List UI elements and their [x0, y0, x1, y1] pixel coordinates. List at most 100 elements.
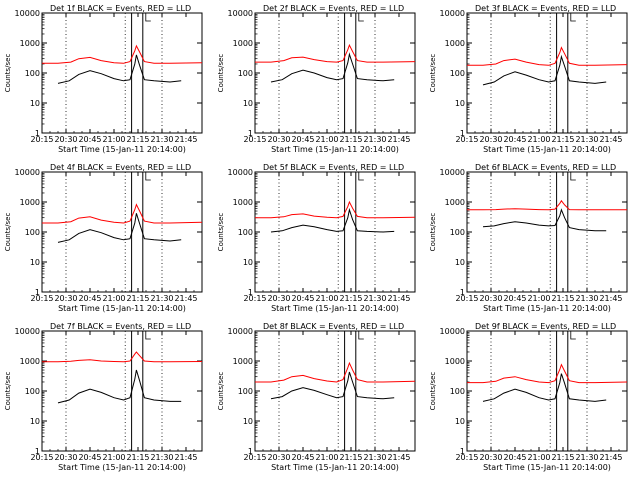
x-tick-label: 21:30 [575, 294, 598, 303]
y-tick-label: 10 [30, 258, 40, 267]
x-tick-label: 21:30 [150, 135, 173, 144]
chart-title: Det 9f BLACK = Events, RED = LLD [475, 322, 616, 331]
y-tick-label: 100 [238, 69, 253, 78]
x-tick-label: 20:30 [54, 135, 77, 144]
chart-title: Det 7f BLACK = Events, RED = LLD [50, 322, 191, 331]
y-tick-label: 10000 [15, 327, 40, 336]
x-tick-label: 21:30 [363, 135, 386, 144]
marker-bracket [570, 331, 576, 340]
marker-bracket [358, 13, 364, 22]
x-tick-label: 20:45 [78, 453, 101, 462]
x-axis-label: Start Time (15-Jan-11 20:14:00) [271, 304, 399, 313]
y-tick-label: 10 [455, 417, 465, 426]
x-tick-label: 20:45 [78, 294, 101, 303]
y-tick-label: 10000 [228, 168, 253, 177]
marker-bracket [358, 331, 364, 340]
x-tick-label: 21:15 [339, 453, 362, 462]
x-tick-label: 20:15 [455, 294, 478, 303]
y-tick-label: 10 [243, 258, 253, 267]
x-tick-label: 21:00 [315, 453, 338, 462]
x-tick-label: 20:15 [455, 135, 478, 144]
x-tick-label: 20:30 [267, 135, 290, 144]
chart-title: Det 5f BLACK = Events, RED = LLD [263, 163, 404, 172]
chart-title: Det 6f BLACK = Events, RED = LLD [475, 163, 616, 172]
x-tick-label: 21:30 [575, 135, 598, 144]
y-axis-label: Counts/sec [4, 54, 12, 93]
y-tick-label: 10 [243, 417, 253, 426]
y-tick-label: 10000 [15, 9, 40, 18]
x-tick-label: 21:45 [599, 294, 622, 303]
y-axis-label: Counts/sec [217, 213, 225, 252]
y-axis-label: Counts/sec [4, 372, 12, 411]
x-tick-label: 21:00 [527, 453, 550, 462]
x-tick-label: 20:45 [503, 135, 526, 144]
y-tick-label: 1000 [233, 357, 253, 366]
lld-rate-line [467, 46, 628, 66]
events-rate-line [57, 213, 182, 243]
x-tick-label: 21:15 [339, 294, 362, 303]
x-tick-label: 21:45 [599, 453, 622, 462]
x-tick-label: 20:15 [243, 135, 266, 144]
y-tick-label: 1 [35, 288, 40, 297]
x-tick-label: 20:45 [291, 453, 314, 462]
lld-rate-line [255, 43, 416, 63]
chart-title: Det 4f BLACK = Events, RED = LLD [50, 163, 191, 172]
lld-rate-line [42, 351, 203, 363]
x-tick-label: 21:00 [527, 135, 550, 144]
y-tick-label: 100 [25, 69, 40, 78]
x-axis-label: Start Time (15-Jan-11 20:14:00) [58, 145, 186, 154]
y-tick-label: 10000 [228, 327, 253, 336]
y-axis-label: Counts/sec [217, 54, 225, 93]
y-tick-label: 10000 [440, 168, 465, 177]
marker-bracket [145, 172, 151, 181]
y-tick-label: 100 [238, 387, 253, 396]
y-tick-label: 100 [238, 228, 253, 237]
lld-rate-line [42, 203, 203, 224]
x-tick-label: 20:15 [30, 135, 53, 144]
lld-rate-line [467, 363, 628, 384]
y-tick-label: 1 [460, 288, 465, 297]
lld-rate-line [467, 199, 627, 211]
y-tick-label: 1000 [445, 198, 465, 207]
y-tick-label: 100 [450, 387, 465, 396]
y-tick-label: 1 [248, 447, 253, 456]
y-tick-label: 1000 [445, 39, 465, 48]
x-tick-label: 20:30 [54, 453, 77, 462]
y-tick-label: 1000 [233, 39, 253, 48]
events-rate-line [482, 54, 607, 86]
y-tick-label: 1000 [20, 39, 40, 48]
y-tick-label: 1 [35, 129, 40, 138]
x-tick-label: 21:30 [150, 294, 173, 303]
x-tick-label: 21:45 [174, 453, 197, 462]
y-tick-label: 10 [455, 99, 465, 108]
y-tick-label: 10 [455, 258, 465, 267]
x-tick-label: 21:00 [315, 135, 338, 144]
y-tick-label: 1 [460, 129, 465, 138]
x-tick-label: 21:00 [527, 294, 550, 303]
y-tick-label: 10000 [440, 9, 465, 18]
x-tick-label: 21:30 [363, 453, 386, 462]
events-rate-line [482, 208, 607, 232]
y-tick-label: 1000 [20, 357, 40, 366]
y-tick-label: 10 [243, 99, 253, 108]
x-tick-label: 21:00 [102, 135, 125, 144]
x-tick-label: 20:45 [291, 294, 314, 303]
x-tick-label: 20:15 [30, 453, 53, 462]
x-tick-label: 20:15 [243, 294, 266, 303]
events-rate-line [270, 207, 395, 233]
events-rate-line [57, 369, 182, 404]
y-tick-label: 1 [35, 447, 40, 456]
chart-panel: Det 5f BLACK = Events, RED = LLD 20:15 20:… [217, 163, 416, 313]
events-rate-line [57, 54, 182, 84]
marker-bracket [358, 172, 364, 181]
marker-bracket [145, 13, 151, 22]
lld-rate-line [42, 44, 203, 64]
x-tick-label: 21:45 [387, 135, 410, 144]
x-tick-label: 21:45 [387, 453, 410, 462]
x-tick-label: 21:15 [126, 294, 149, 303]
